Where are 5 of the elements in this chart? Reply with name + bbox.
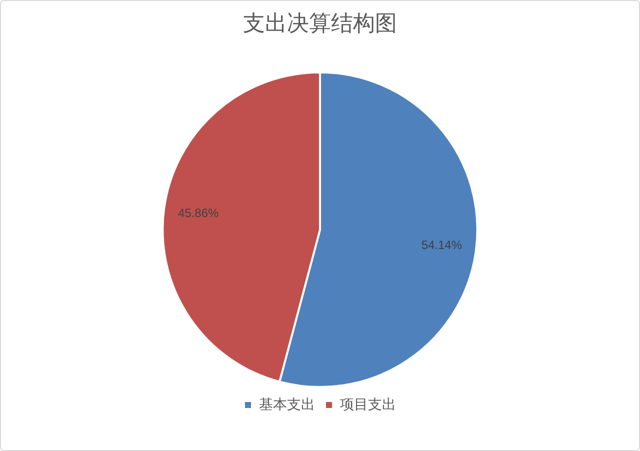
legend-label: 基本支出 bbox=[259, 396, 315, 412]
legend-label: 项目支出 bbox=[340, 396, 396, 412]
data-label: 45.86% bbox=[178, 206, 220, 220]
data-label: 54.14% bbox=[421, 238, 462, 252]
chart-title: 支出决算结构图 bbox=[243, 10, 397, 36]
